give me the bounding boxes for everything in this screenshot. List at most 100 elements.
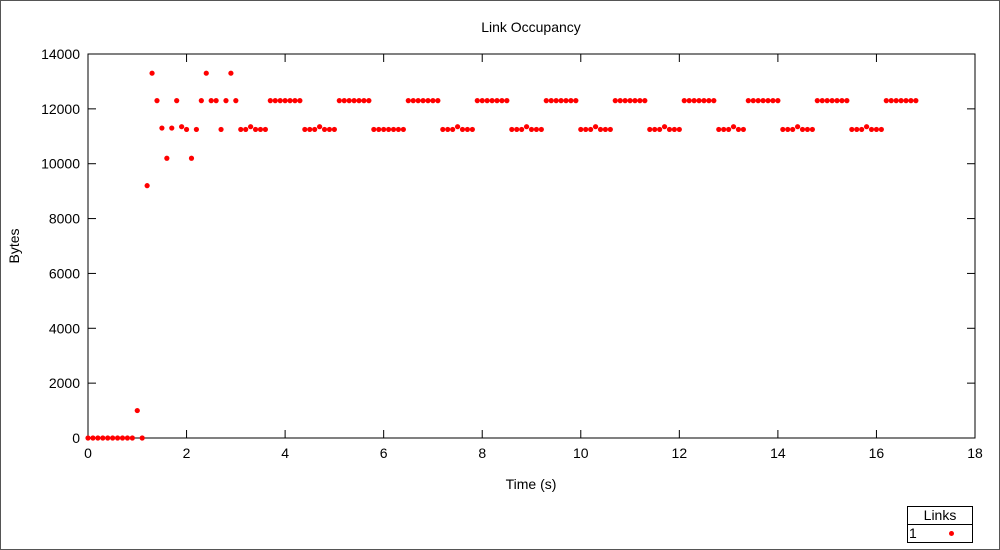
data-point xyxy=(248,124,254,130)
data-point xyxy=(312,126,318,133)
legend-title: Links xyxy=(908,507,972,525)
data-point xyxy=(647,126,653,133)
y-tick-label: 2000 xyxy=(49,375,80,391)
plot-area-border xyxy=(87,53,976,439)
data-point xyxy=(652,126,658,133)
data-point xyxy=(110,435,116,441)
x-tick-label: 16 xyxy=(869,445,885,461)
data-point xyxy=(908,98,914,104)
data-point xyxy=(509,126,515,133)
data-point xyxy=(913,98,919,104)
data-point xyxy=(85,435,91,441)
data-point xyxy=(326,126,333,133)
data-point xyxy=(780,126,786,133)
data-point xyxy=(252,126,259,133)
data-point xyxy=(494,98,500,104)
data-point xyxy=(371,126,377,133)
data-point xyxy=(164,155,170,161)
data-point xyxy=(543,98,549,104)
data-point xyxy=(124,435,131,441)
data-point xyxy=(523,124,530,130)
data-point xyxy=(282,98,288,104)
data-point xyxy=(735,126,742,133)
data-point xyxy=(849,126,855,133)
data-point xyxy=(228,70,234,76)
data-point xyxy=(174,98,180,104)
data-point xyxy=(790,126,796,133)
data-point xyxy=(795,124,801,130)
data-point xyxy=(262,126,268,133)
data-point xyxy=(711,98,717,104)
data-point xyxy=(765,98,771,104)
data-point xyxy=(425,98,431,104)
data-point xyxy=(519,126,525,133)
data-point xyxy=(563,98,569,104)
data-point xyxy=(592,124,599,130)
data-point xyxy=(144,183,150,189)
data-point xyxy=(105,435,111,441)
x-tick-label: 18 xyxy=(967,445,983,461)
data-point xyxy=(514,126,520,133)
data-point xyxy=(701,98,707,104)
data-point xyxy=(351,98,357,104)
data-point xyxy=(159,125,165,131)
data-point xyxy=(617,98,623,104)
data-point xyxy=(740,126,746,133)
data-points xyxy=(85,70,919,441)
data-point xyxy=(489,98,495,104)
y-tick-label: 12000 xyxy=(41,101,80,117)
data-point xyxy=(366,98,372,104)
data-point xyxy=(336,98,342,104)
data-point xyxy=(657,126,663,133)
data-point xyxy=(721,126,727,133)
data-point xyxy=(317,124,323,130)
data-point xyxy=(410,98,416,104)
x-tick-label: 2 xyxy=(183,445,191,461)
data-point xyxy=(100,435,106,441)
data-point xyxy=(804,126,811,133)
data-point xyxy=(671,126,678,133)
data-point xyxy=(149,70,155,76)
x-tick-label: 0 xyxy=(84,445,92,461)
data-point xyxy=(346,98,352,104)
data-point xyxy=(440,126,446,133)
data-point xyxy=(661,124,668,130)
data-point xyxy=(454,124,461,130)
data-point xyxy=(809,126,815,133)
data-point xyxy=(484,98,490,104)
data-point xyxy=(824,98,830,104)
data-point xyxy=(95,435,101,441)
y-tick-label: 14000 xyxy=(41,46,80,62)
data-point xyxy=(213,98,219,104)
data-point xyxy=(844,98,850,104)
data-point xyxy=(588,126,594,133)
data-point xyxy=(450,126,456,133)
x-tick-label: 14 xyxy=(770,445,786,461)
data-point xyxy=(597,126,604,133)
x-tick-label: 6 xyxy=(380,445,388,461)
data-point xyxy=(888,98,894,104)
data-point xyxy=(292,98,298,104)
data-point xyxy=(331,126,337,133)
data-point xyxy=(169,125,175,131)
data-point xyxy=(267,98,273,104)
legend-entry-label: 1 xyxy=(909,525,917,541)
data-point xyxy=(272,98,278,104)
x-axis-label: Time (s) xyxy=(506,476,557,492)
data-point xyxy=(775,98,781,104)
data-point xyxy=(903,98,909,104)
data-point xyxy=(257,126,264,133)
data-point xyxy=(602,126,609,133)
data-point xyxy=(208,98,214,104)
chart-title: Link Occupancy xyxy=(481,19,581,35)
data-point xyxy=(686,98,692,104)
data-point xyxy=(134,407,140,414)
data-point xyxy=(612,98,618,104)
data-point xyxy=(878,126,884,133)
legend-entry-marker xyxy=(949,531,954,536)
data-point xyxy=(356,98,362,104)
data-point xyxy=(893,98,899,104)
data-point xyxy=(696,98,702,104)
y-tick-label: 4000 xyxy=(49,320,80,336)
